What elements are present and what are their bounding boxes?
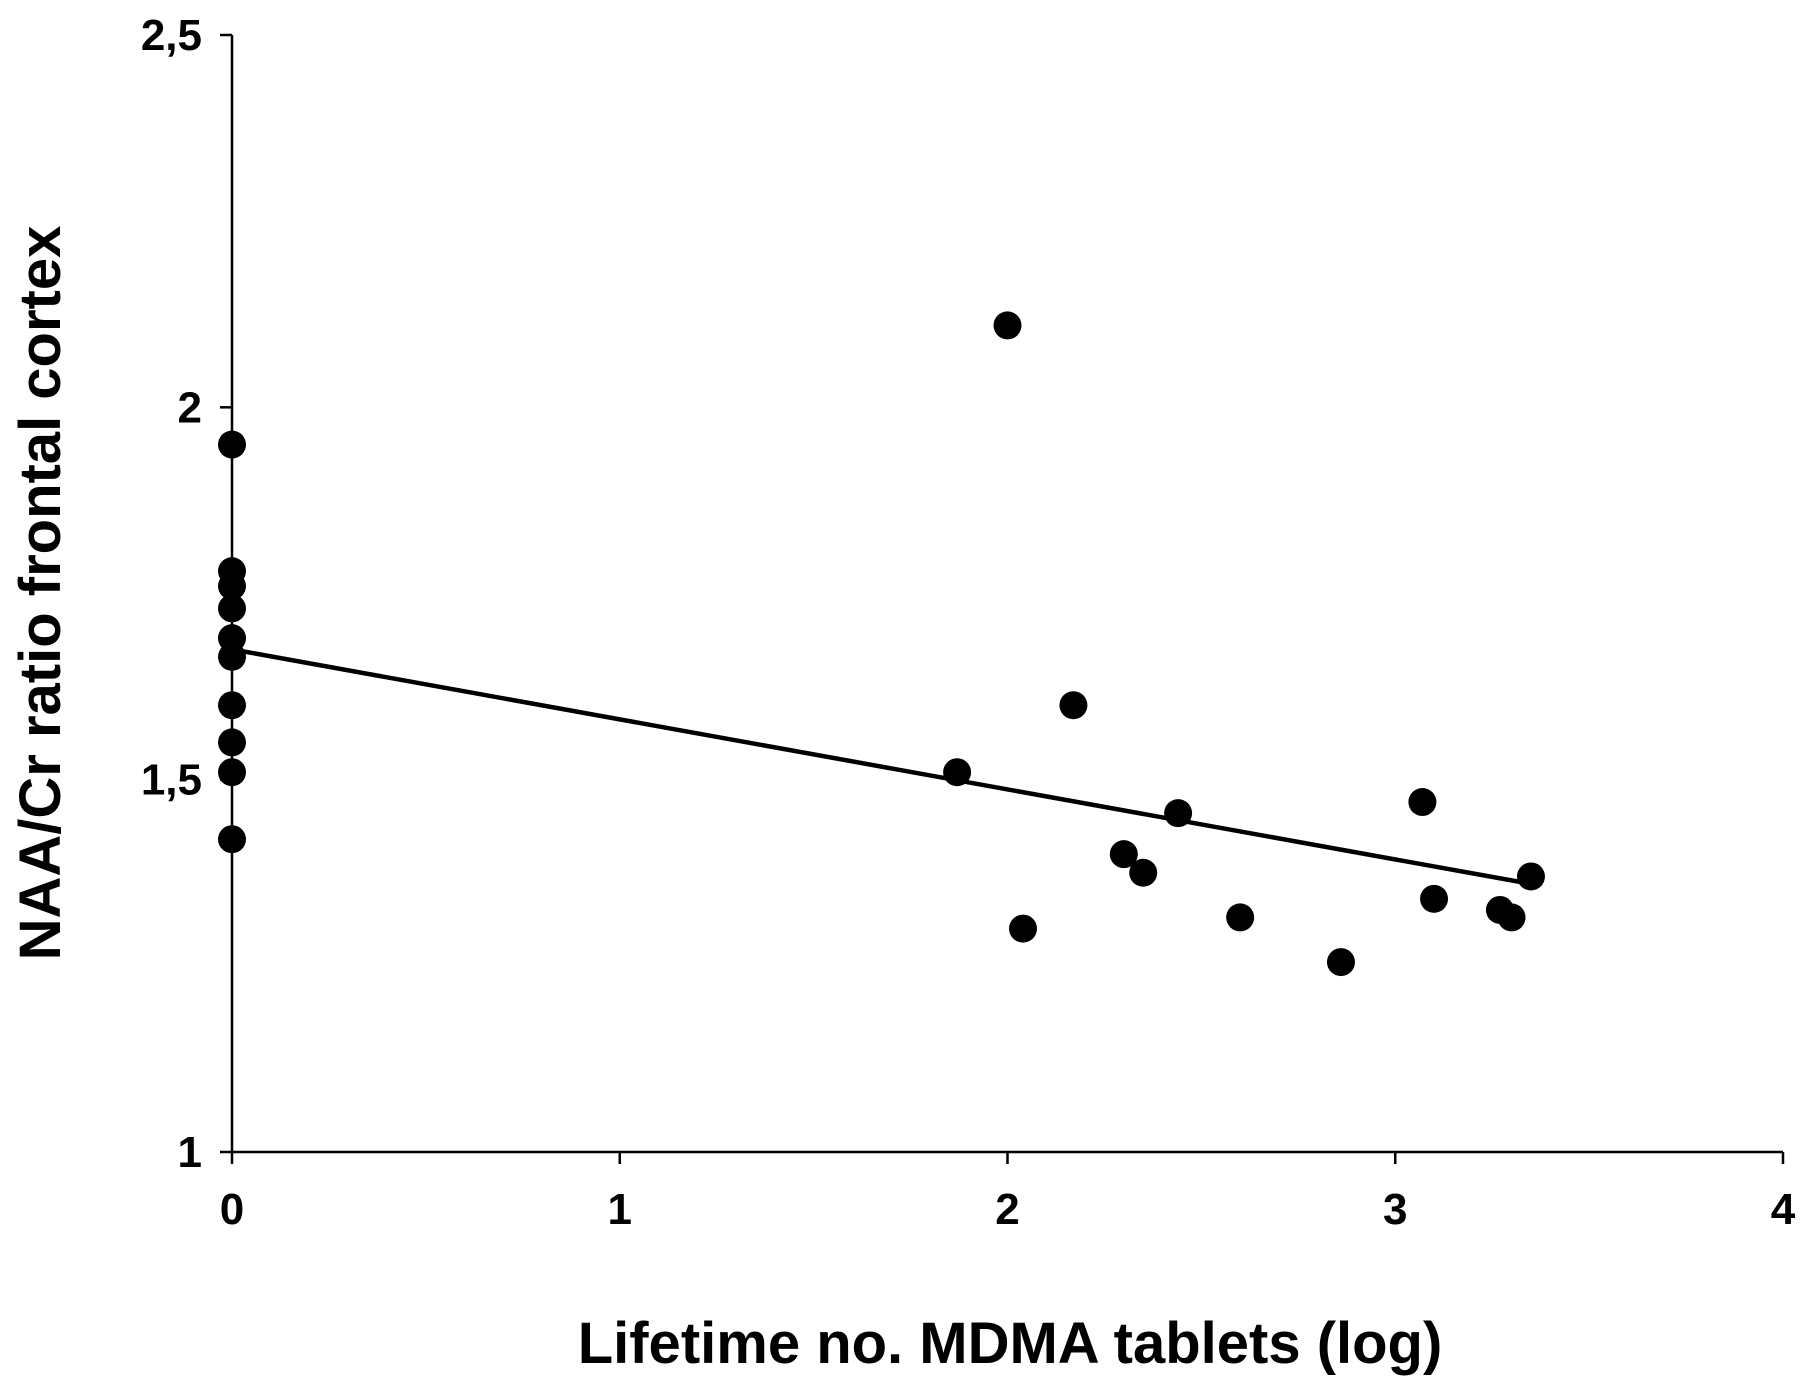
x-tick-label: 1 [608, 1185, 632, 1234]
y-tick-label: 1,5 [141, 756, 202, 805]
data-point [1164, 799, 1193, 828]
y-tick-label: 2,5 [141, 11, 202, 60]
x-tick-label: 4 [1771, 1185, 1796, 1234]
y-tick-label: 2 [178, 383, 202, 432]
data-point [943, 758, 972, 787]
chart-marks [218, 311, 1545, 977]
y-axis-title: NAA/Cr ratio frontal cortex [8, 226, 73, 961]
data-point [1226, 903, 1255, 932]
data-point [1009, 914, 1038, 943]
data-point [1420, 884, 1449, 913]
x-tick-label: 0 [220, 1185, 244, 1234]
regression-line [231, 647, 1532, 887]
data-point [1109, 840, 1138, 869]
data-point [1497, 903, 1526, 932]
data-point [1516, 862, 1545, 891]
data-point [1059, 691, 1088, 720]
x-axis-title: Lifetime no. MDMA tablets (log) [578, 1311, 1443, 1376]
data-point [1408, 788, 1437, 817]
data-point [1129, 858, 1158, 887]
x-tick-label: 2 [995, 1185, 1019, 1234]
x-tick-label: 3 [1383, 1185, 1407, 1234]
data-point [1326, 948, 1355, 977]
data-point [993, 311, 1022, 340]
x-axis-ticks: 0 1 2 3 4 [220, 1152, 1796, 1234]
y-axis-ticks: 1 1,5 2 2,5 [141, 11, 232, 1177]
y-tick-label: 1 [178, 1128, 202, 1177]
